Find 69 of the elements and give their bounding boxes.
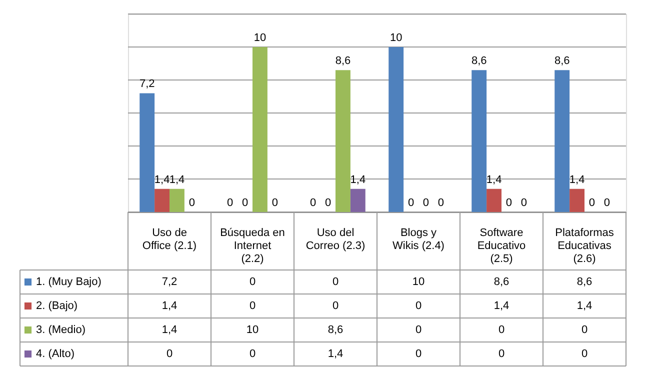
text: 1,4 [486,174,502,186]
x-tick-label: Búsqueda en Internet (2.2) [220,227,285,265]
text: 0 [520,197,527,209]
text: 0 [272,197,278,209]
data-label: 0 [166,348,173,360]
text: 1,4 [169,174,185,186]
text: 8,6 [554,55,570,68]
data-label: 0 [498,324,505,336]
text: 0 [188,197,195,209]
data-label: 0 [581,348,588,360]
bar [154,188,170,212]
text: 0 [227,197,234,209]
x-tick-label: Software Educativo (2.5) [477,227,526,265]
legend-label: 2. (Bajo) [36,300,78,312]
text: 0 [422,197,430,209]
text: 8,6 [335,55,351,68]
bar [472,70,487,212]
bar [388,47,404,212]
data-label: 0 [415,300,422,312]
bar [486,188,502,212]
bar [140,93,155,212]
legend-label: 3. (Medio) [36,324,86,336]
text: 1,4 [350,174,366,186]
data-label: 0 [415,324,422,336]
bar [170,188,184,212]
text: 0 [438,197,444,209]
bar [350,188,366,212]
legend-label: 1. (Muy Bajo) [36,276,102,288]
text: 0 [588,197,596,209]
data-label: 10 [412,276,425,288]
data-label: 0 [249,276,256,288]
text: 10 [254,32,266,44]
text: 0 [324,197,332,209]
data-label: 1,4 [328,348,344,360]
text: 7,2 [139,78,155,90]
data-label: 1,4 [162,300,178,312]
bar [570,188,584,212]
x-tick-label: Blogs y Wikis (2.4) [392,227,444,252]
data-label: 8,6 [494,276,510,288]
bar [554,70,570,212]
data-label: 0 [332,300,339,312]
data-label: 0 [415,348,422,360]
text: 1,4 [569,174,585,186]
data-label: 0 [332,276,339,288]
data-label: 1,4 [494,300,510,312]
text: 1,4 [154,174,170,186]
text: 0 [506,197,512,209]
text: 0 [310,197,316,209]
data-label: 0 [249,300,256,312]
text: 10 [390,32,402,44]
data-label: 7,2 [162,276,178,288]
x-tick-label: Uso de Office (2.1) [142,227,197,252]
data-label: 0 [498,348,505,360]
data-label: 8,6 [576,276,592,288]
text: 8,6 [471,55,487,68]
bar [336,70,350,212]
legend-label: 4. (Alto) [36,348,75,360]
data-label: 8,6 [328,324,344,336]
data-label: 1,4 [576,300,592,312]
data-label: 0 [249,348,256,360]
data-label: 10 [246,324,259,336]
x-tick-label: Uso del Correo (2.3) [306,227,366,252]
bar [252,47,268,212]
data-label: 1,4 [162,324,178,336]
text: 0 [604,197,610,209]
x-tick-label: Plataformas Educativas (2.6) [555,227,614,265]
data-label: 0 [581,324,588,336]
text: 0 [408,197,414,209]
text: 0 [242,197,248,209]
